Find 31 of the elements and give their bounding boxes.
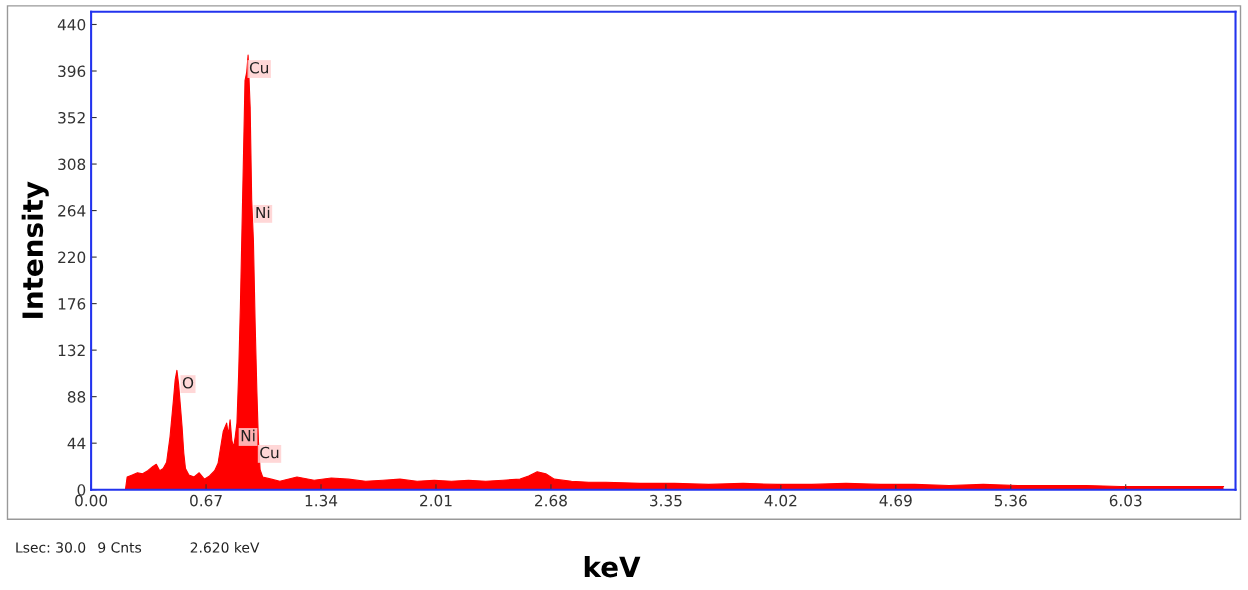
annotation: O xyxy=(182,376,194,389)
x-tick-label: 5.36 xyxy=(994,494,1027,507)
x-tick-label: 2.68 xyxy=(535,494,567,507)
x-tick-label: 4.02 xyxy=(764,494,797,507)
annotation: Cu xyxy=(249,61,268,74)
x-axis-title: keV xyxy=(584,555,641,578)
text: Lsec: 30.0 xyxy=(16,542,86,553)
y-tick-label: 264 xyxy=(58,205,86,217)
x-tick-label: 3.35 xyxy=(650,494,682,507)
text: 9 Cnts xyxy=(98,542,142,553)
y-tick-label: 396 xyxy=(58,65,86,78)
x-tick-label: 0.67 xyxy=(190,494,222,507)
y-tick-label: 44 xyxy=(67,437,86,449)
x-tick-label: 0.00 xyxy=(75,494,108,507)
y-tick-label: 440 xyxy=(57,18,86,31)
text: 2.620 keV xyxy=(190,541,260,553)
y-tick-label: 308 xyxy=(58,158,86,171)
y-tick-label: 88 xyxy=(67,391,86,403)
y-tick-label: 220 xyxy=(58,251,86,264)
annotation: Ni xyxy=(241,429,255,442)
y-tick-label: 0 xyxy=(77,484,86,496)
y-axis-title: Intensity xyxy=(21,181,49,318)
annotation: Ni xyxy=(256,206,270,219)
x-tick-label: 4.69 xyxy=(879,494,912,507)
x-tick-label: 2.01 xyxy=(420,494,452,507)
y-tick-label: 352 xyxy=(58,112,85,124)
x-tick-label: 6.03 xyxy=(1109,494,1142,507)
x-tick-label: 1.34 xyxy=(305,494,338,507)
y-tick-label: 132 xyxy=(58,344,85,357)
y-tick-label: 176 xyxy=(58,298,86,310)
annotation: Cu xyxy=(260,446,279,459)
